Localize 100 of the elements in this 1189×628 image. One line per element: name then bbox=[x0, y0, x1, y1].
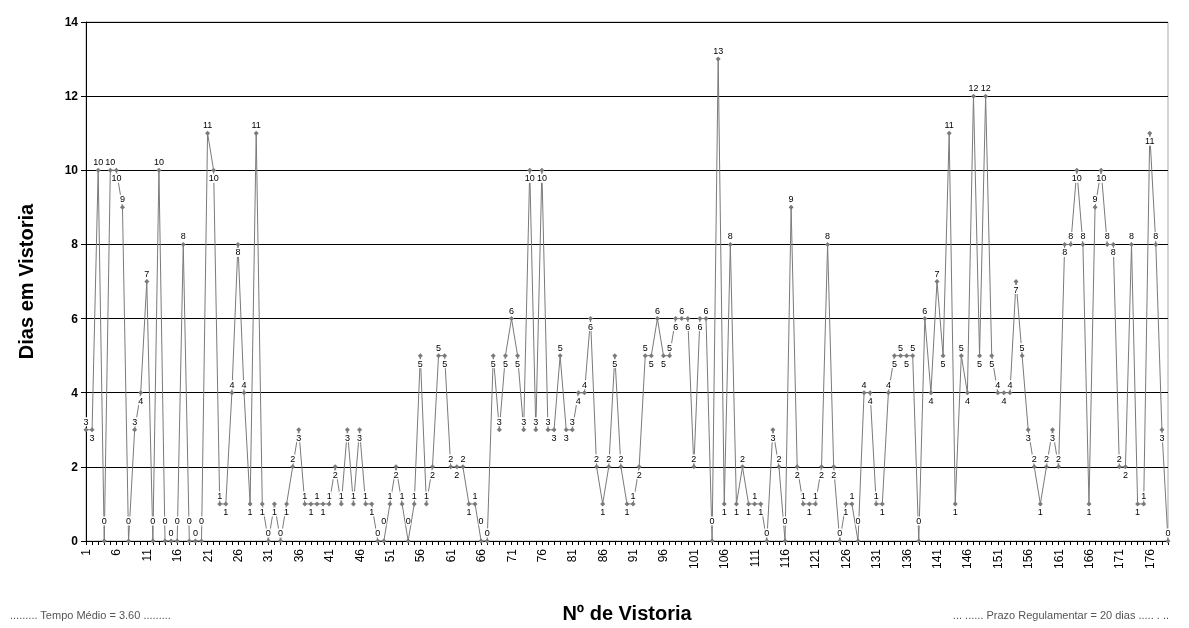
text: ... ...... Prazo Regulamentar = 20 dias ..... . .. bbox=[952, 608, 1170, 621]
data-label: 1 bbox=[423, 490, 429, 501]
data-label: 8 bbox=[727, 231, 733, 242]
data-label: 2 bbox=[1122, 469, 1128, 480]
data-label: 6 bbox=[588, 321, 594, 332]
data-label: 1 bbox=[630, 490, 636, 501]
x-tick-label: 161 bbox=[1051, 548, 1066, 570]
data-label: 1 bbox=[758, 506, 764, 517]
data-label: 1 bbox=[1086, 506, 1092, 517]
data-label: 1 bbox=[721, 506, 727, 517]
data-label: 3 bbox=[344, 432, 350, 443]
data-label: 10 bbox=[111, 173, 122, 184]
x-tick-label: 151 bbox=[990, 548, 1005, 570]
x-tick-label: 106 bbox=[717, 548, 732, 570]
text: ......... Tempo Médio = 3.60 ......... bbox=[10, 608, 171, 621]
data-label: 0 bbox=[198, 516, 204, 526]
data-label: 1 bbox=[326, 490, 332, 501]
data-label: 9 bbox=[1092, 194, 1098, 205]
data-label: 8 bbox=[1110, 247, 1116, 258]
data-label: 1 bbox=[271, 506, 277, 517]
data-label: 3 bbox=[89, 432, 95, 443]
data-label: 1 bbox=[1037, 506, 1043, 517]
data-label: 2 bbox=[776, 453, 782, 464]
data-label: 5 bbox=[417, 358, 423, 369]
data-label: 5 bbox=[502, 358, 508, 369]
data-label: 1 bbox=[320, 506, 326, 517]
data-label: 5 bbox=[660, 358, 666, 369]
x-tick-label: 96 bbox=[656, 548, 671, 563]
data-label: 0 bbox=[162, 516, 168, 526]
data-label: 5 bbox=[515, 358, 521, 369]
x-tick-label: 6 bbox=[109, 548, 124, 556]
data-label: 0 bbox=[916, 516, 922, 526]
data-label: 1 bbox=[472, 490, 478, 501]
data-label: 0 bbox=[855, 516, 861, 526]
data-label: 5 bbox=[442, 358, 448, 369]
data-label: 2 bbox=[290, 453, 296, 464]
data-label: 0 bbox=[126, 516, 132, 526]
data-label: 1 bbox=[800, 490, 806, 501]
data-label: 7 bbox=[1013, 284, 1019, 295]
x-tick-label: 26 bbox=[230, 548, 245, 563]
data-label: 8 bbox=[1129, 231, 1135, 242]
data-label: 1 bbox=[302, 490, 308, 501]
data-label: 1 bbox=[387, 490, 393, 501]
data-label: 2 bbox=[1043, 453, 1049, 464]
data-label: 10 bbox=[1071, 173, 1082, 184]
data-label: 2 bbox=[819, 469, 825, 480]
data-label: 8 bbox=[1104, 231, 1110, 242]
data-label: 3 bbox=[521, 416, 527, 427]
data-label: 0 bbox=[278, 528, 284, 538]
data-label: 1 bbox=[363, 490, 369, 501]
data-label: 5 bbox=[898, 342, 904, 353]
y-tick-label: 0 bbox=[71, 534, 79, 548]
data-label: 4 bbox=[229, 379, 235, 390]
data-label: 0 bbox=[837, 528, 843, 538]
x-tick-label: 16 bbox=[170, 548, 185, 563]
x-tick-label: 116 bbox=[778, 548, 793, 569]
data-label: 2 bbox=[393, 469, 399, 480]
x-tick-label: 166 bbox=[1081, 548, 1096, 570]
y-tick-label: 10 bbox=[64, 163, 79, 178]
data-label: 3 bbox=[1025, 432, 1031, 443]
data-label: 2 bbox=[429, 469, 435, 480]
data-label: 0 bbox=[101, 516, 107, 526]
data-label: 0 bbox=[405, 516, 411, 526]
data-label: 1 bbox=[247, 506, 253, 517]
data-label: 4 bbox=[885, 379, 891, 390]
x-tick-label: 31 bbox=[261, 548, 276, 563]
data-label: 3 bbox=[563, 432, 569, 443]
data-label: 1 bbox=[849, 490, 855, 501]
data-label: 6 bbox=[922, 305, 928, 316]
x-tick-label: 111 bbox=[747, 548, 762, 568]
data-label: 8 bbox=[1153, 231, 1159, 242]
data-label: 7 bbox=[934, 268, 940, 279]
data-label: 0 bbox=[1165, 528, 1171, 538]
data-label: 13 bbox=[713, 46, 724, 57]
x-tick-label: 121 bbox=[808, 548, 823, 570]
data-label: 12 bbox=[968, 83, 979, 94]
data-label: 5 bbox=[891, 358, 897, 369]
data-label: 4 bbox=[964, 395, 970, 406]
data-label: 6 bbox=[679, 305, 685, 316]
data-label: 1 bbox=[812, 490, 818, 501]
data-label: 2 bbox=[739, 453, 745, 464]
data-label: 4 bbox=[867, 395, 873, 406]
data-label: 1 bbox=[746, 506, 752, 517]
data-label: 5 bbox=[642, 342, 648, 353]
data-label: 10 bbox=[93, 157, 104, 168]
data-label: 0 bbox=[174, 516, 180, 526]
x-tick-label: 156 bbox=[1021, 548, 1036, 570]
data-label: 1 bbox=[873, 490, 879, 501]
y-tick-label: 2 bbox=[71, 459, 79, 474]
data-label: 2 bbox=[606, 453, 612, 464]
data-label: 6 bbox=[685, 321, 691, 332]
data-label: 1 bbox=[466, 506, 472, 517]
data-label: 3 bbox=[545, 416, 551, 427]
data-label: 0 bbox=[186, 516, 192, 526]
data-label: 5 bbox=[490, 358, 496, 369]
data-label: 1 bbox=[259, 506, 265, 517]
x-axis-title: Nº de Vistoria bbox=[562, 602, 693, 624]
data-label: 6 bbox=[697, 321, 703, 332]
data-label: 3 bbox=[83, 416, 89, 427]
data-label: 3 bbox=[1050, 432, 1056, 443]
